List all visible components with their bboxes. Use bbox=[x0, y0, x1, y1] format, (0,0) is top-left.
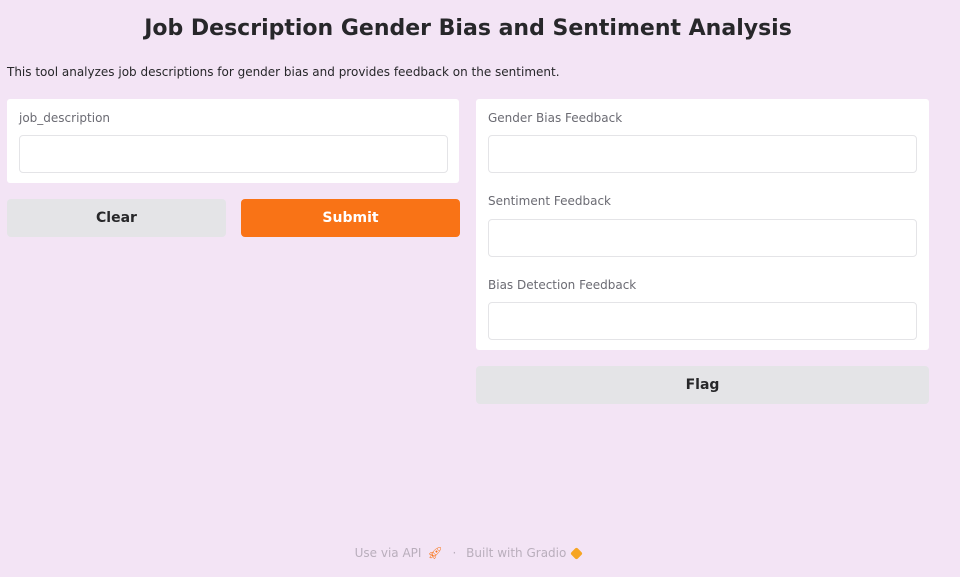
gradio-logo-icon bbox=[570, 547, 584, 560]
flag-button[interactable]: Flag bbox=[476, 366, 929, 404]
bias-detection-feedback-output[interactable] bbox=[488, 302, 917, 340]
page-description: This tool analyzes job descriptions for … bbox=[7, 65, 560, 79]
sentiment-feedback-output[interactable] bbox=[488, 219, 917, 257]
job-description-input[interactable] bbox=[19, 135, 448, 173]
gender-bias-feedback-label: Gender Bias Feedback bbox=[488, 111, 623, 125]
gender-bias-feedback-output[interactable] bbox=[488, 135, 917, 173]
job-description-label: job_description bbox=[19, 111, 111, 125]
submit-button[interactable]: Submit bbox=[241, 199, 460, 237]
use-via-api-link[interactable]: Use via API bbox=[354, 546, 422, 560]
built-with-gradio-link[interactable]: Built with Gradio bbox=[466, 546, 567, 560]
bias-detection-feedback-label: Bias Detection Feedback bbox=[488, 278, 637, 292]
output-panel: Gender Bias Feedback Sentiment Feedback … bbox=[476, 99, 929, 350]
page-title: Job Description Gender Bias and Sentimen… bbox=[144, 16, 792, 41]
footer: Use via API 🚀︎ · Built with Gradio bbox=[0, 546, 936, 560]
footer-separator: · bbox=[452, 546, 457, 560]
input-panel: job_description bbox=[7, 99, 459, 183]
sentiment-feedback-label: Sentiment Feedback bbox=[488, 194, 611, 208]
rocket-icon: 🚀︎ bbox=[427, 546, 443, 560]
clear-button[interactable]: Clear bbox=[7, 199, 226, 237]
